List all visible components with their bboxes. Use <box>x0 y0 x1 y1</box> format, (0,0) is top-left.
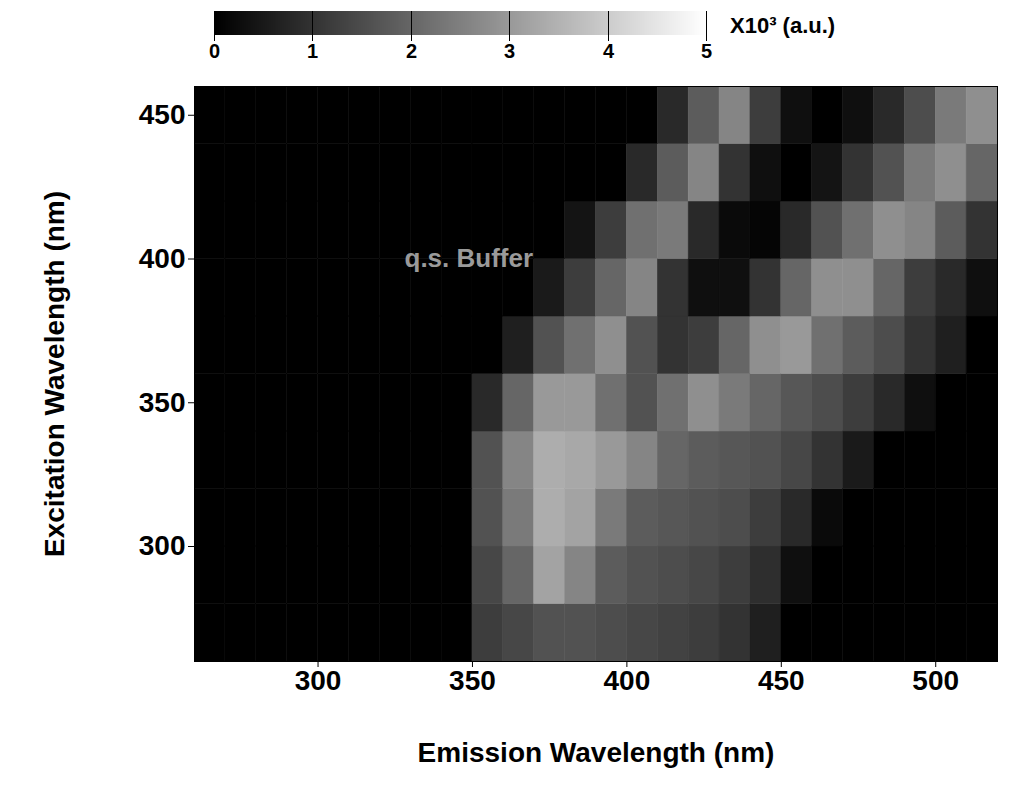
svg-text:Excitation Wavelength (nm): Excitation Wavelength (nm) <box>39 191 70 557</box>
svg-text:450: 450 <box>139 99 186 130</box>
svg-text:300: 300 <box>295 665 342 696</box>
svg-text:0: 0 <box>209 40 220 62</box>
svg-text:Emission Wavelength (nm): Emission Wavelength (nm) <box>418 737 775 768</box>
svg-text:4: 4 <box>603 40 615 62</box>
svg-text:350: 350 <box>139 387 186 418</box>
svg-text:2: 2 <box>406 40 417 62</box>
svg-text:1: 1 <box>307 40 318 62</box>
svg-text:400: 400 <box>604 665 651 696</box>
svg-text:450: 450 <box>758 665 805 696</box>
svg-text:400: 400 <box>139 243 186 274</box>
svg-text:3: 3 <box>504 40 515 62</box>
svg-text:350: 350 <box>449 665 496 696</box>
svg-text:5: 5 <box>701 40 712 62</box>
svg-text:500: 500 <box>912 665 959 696</box>
html-text:X10³ (a.u.): X10³ (a.u.) <box>730 13 836 38</box>
svg-text:300: 300 <box>139 530 186 561</box>
svg-text:q.s. Buffer: q.s. Buffer <box>405 243 534 273</box>
